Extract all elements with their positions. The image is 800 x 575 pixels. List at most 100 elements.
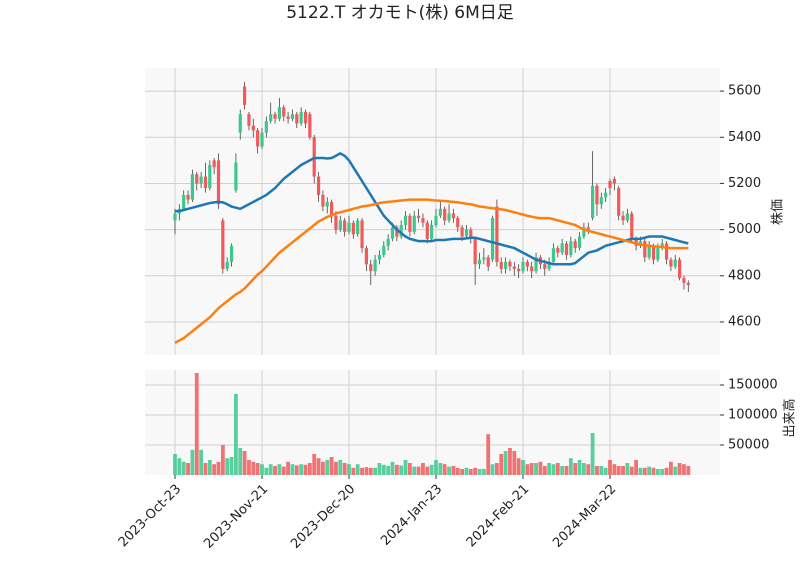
- x-tick-label: 2023-Nov-21: [201, 482, 271, 552]
- candle-body: [660, 243, 664, 249]
- volume-bar: [612, 464, 617, 475]
- candle-body: [564, 243, 569, 256]
- volume-bar: [651, 467, 656, 475]
- volume-bar: [325, 460, 330, 475]
- candle-body: [664, 243, 669, 260]
- volume-bar: [251, 461, 256, 475]
- volume-bar: [634, 460, 638, 475]
- volume-bar: [486, 434, 491, 475]
- volume-bar: [290, 464, 295, 475]
- volume-bar: [377, 463, 382, 475]
- candle-body: [229, 245, 234, 262]
- candle-body: [330, 201, 334, 216]
- candle-body: [238, 114, 242, 133]
- candle-body: [399, 225, 403, 237]
- volume-bar: [247, 460, 251, 475]
- candle-body: [343, 220, 347, 232]
- volume-bar: [603, 467, 608, 475]
- volume-bar: [394, 464, 399, 475]
- candle-body: [577, 236, 582, 249]
- volume-bar: [207, 460, 212, 475]
- candle-body: [608, 181, 612, 189]
- candle-body: [277, 107, 281, 119]
- candle-body: [264, 121, 268, 133]
- volume-bar: [629, 466, 634, 475]
- candle-body: [369, 264, 373, 272]
- candle-body: [403, 215, 408, 226]
- volume-bar: [555, 463, 560, 475]
- volume-bar: [260, 464, 264, 475]
- volume-bar: [421, 463, 425, 475]
- candle-body: [460, 227, 464, 237]
- candle-body: [273, 114, 277, 119]
- volume-bar: [355, 464, 360, 475]
- candle-body: [495, 206, 499, 262]
- candle-body: [390, 227, 395, 239]
- candle-body: [360, 220, 364, 249]
- volume-bar: [595, 466, 599, 475]
- volume-bar: [669, 461, 673, 475]
- volume-bar: [351, 467, 356, 475]
- candle-body: [308, 114, 312, 138]
- candle-body: [417, 215, 421, 219]
- volume-bar: [521, 460, 525, 475]
- volume-bar: [534, 463, 538, 475]
- y-tick-label: 5600: [728, 84, 761, 99]
- candle-body: [203, 176, 208, 189]
- volume-bar: [568, 458, 573, 475]
- candle-body: [477, 259, 482, 265]
- volume-bar: [455, 467, 460, 475]
- volume-bar: [229, 457, 234, 475]
- candle-body: [377, 255, 382, 260]
- candle-body: [686, 282, 690, 286]
- volume-bar: [238, 448, 243, 475]
- volume-bar: [321, 461, 325, 475]
- candle-body: [321, 194, 325, 207]
- volume-bar: [173, 454, 177, 475]
- candle-body: [364, 248, 368, 265]
- volume-bar: [294, 465, 299, 475]
- volume-bar: [429, 464, 434, 475]
- candle-body: [630, 213, 634, 239]
- candle-body: [582, 227, 586, 237]
- candle-body: [543, 264, 547, 269]
- volume-bar: [682, 464, 686, 475]
- volume-bar: [560, 466, 565, 475]
- candle-body: [612, 178, 616, 184]
- candle-body: [195, 174, 199, 184]
- candle-body: [669, 259, 673, 267]
- candle-body: [451, 213, 455, 219]
- x-tick-label: 2023-Dec-20: [288, 482, 358, 552]
- volume-bar: [490, 464, 495, 475]
- y-tick-label: 4600: [728, 314, 761, 329]
- candle-body: [199, 176, 203, 184]
- candle-body: [190, 174, 194, 200]
- candle-body: [212, 160, 216, 168]
- volume-bar: [625, 463, 630, 475]
- volume-bar: [590, 433, 595, 475]
- candle-body: [430, 225, 434, 239]
- volume-bar: [264, 467, 269, 475]
- volume-bar: [512, 451, 517, 475]
- volume-bar: [181, 461, 186, 475]
- candle-body: [421, 218, 425, 223]
- volume-bar: [225, 458, 230, 475]
- volume-bar: [460, 469, 464, 475]
- candle-body: [338, 220, 342, 230]
- volume-bar: [190, 449, 195, 475]
- candle-body: [443, 208, 447, 221]
- candle-body: [208, 164, 212, 189]
- volume-bar: [642, 467, 647, 475]
- volume-bar: [451, 466, 456, 475]
- candle-body: [282, 107, 286, 117]
- volume-bar: [281, 466, 286, 475]
- volume-bar: [477, 469, 482, 475]
- candle-body: [647, 245, 651, 258]
- price-panel: [145, 68, 720, 355]
- volume-bar: [203, 463, 208, 475]
- candle-body: [482, 257, 486, 260]
- candle-body: [586, 227, 590, 230]
- volume-bar: [573, 463, 578, 475]
- volume-bar: [660, 469, 665, 475]
